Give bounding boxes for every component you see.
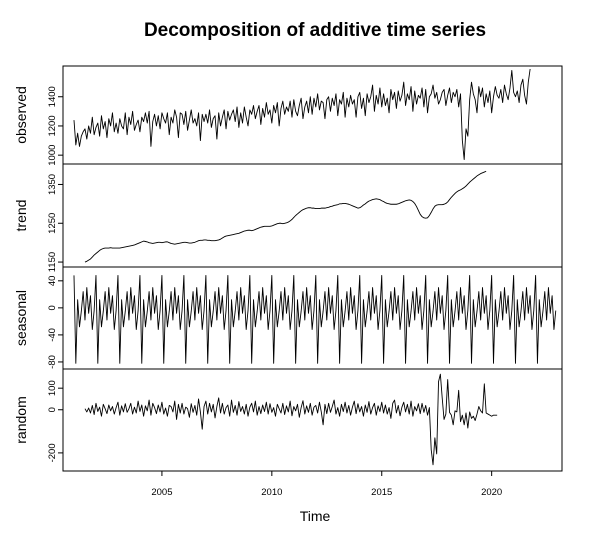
x-tick-label: 2015 [371, 487, 392, 498]
y-tick-label: -40 [47, 328, 58, 342]
series-line-seasonal [73, 274, 557, 364]
panel-random: -200 0 100 random [13, 368, 563, 472]
x-tick-label: 2010 [261, 487, 282, 498]
panel-seasonal: -80 -40 0 40 seasonal [13, 266, 563, 370]
y-tick-label: 40 [47, 276, 58, 287]
series-line-observed [73, 68, 531, 160]
y-axis-label-observed: observed [13, 86, 29, 144]
series-line-random [84, 373, 498, 466]
panel-frame [62, 65, 563, 165]
y-tick-label: 100 [47, 380, 58, 396]
y-tick-label: -200 [47, 443, 58, 462]
x-axis-label: Time [300, 508, 331, 524]
y-tick-label: 1350 [47, 174, 58, 195]
y-axis-label-trend: trend [13, 200, 29, 232]
y-tick-label: 0 [47, 407, 58, 412]
y-tick-label: 1150 [47, 252, 58, 272]
chart-title: Decomposition of additive time series [144, 20, 486, 41]
panels: 100012001400observed115012501350trend-80… [13, 65, 563, 472]
y-tick-label: 1250 [47, 213, 58, 234]
series-line-trend [84, 170, 487, 263]
x-tick-label: 2020 [481, 487, 502, 498]
x-tick-label: 2005 [151, 487, 172, 498]
panel-frame [62, 163, 563, 268]
y-axis-label-random: random [13, 396, 29, 443]
x-axis: 2005 2010 2015 2020 [151, 471, 502, 498]
panel-trend: 1150 1250 1350 trend [13, 163, 563, 272]
y-tick-label: -80 [47, 355, 58, 369]
y-tick-label: 1400 [47, 86, 58, 107]
panel-observed: 1000 1200 1400 observed [13, 65, 563, 166]
y-tick-label: 1200 [47, 115, 58, 136]
y-tick-label: 1000 [47, 145, 58, 166]
y-tick-label: 0 [47, 305, 58, 310]
panel-frame [62, 368, 563, 472]
y-axis-label-seasonal: seasonal [13, 290, 29, 346]
